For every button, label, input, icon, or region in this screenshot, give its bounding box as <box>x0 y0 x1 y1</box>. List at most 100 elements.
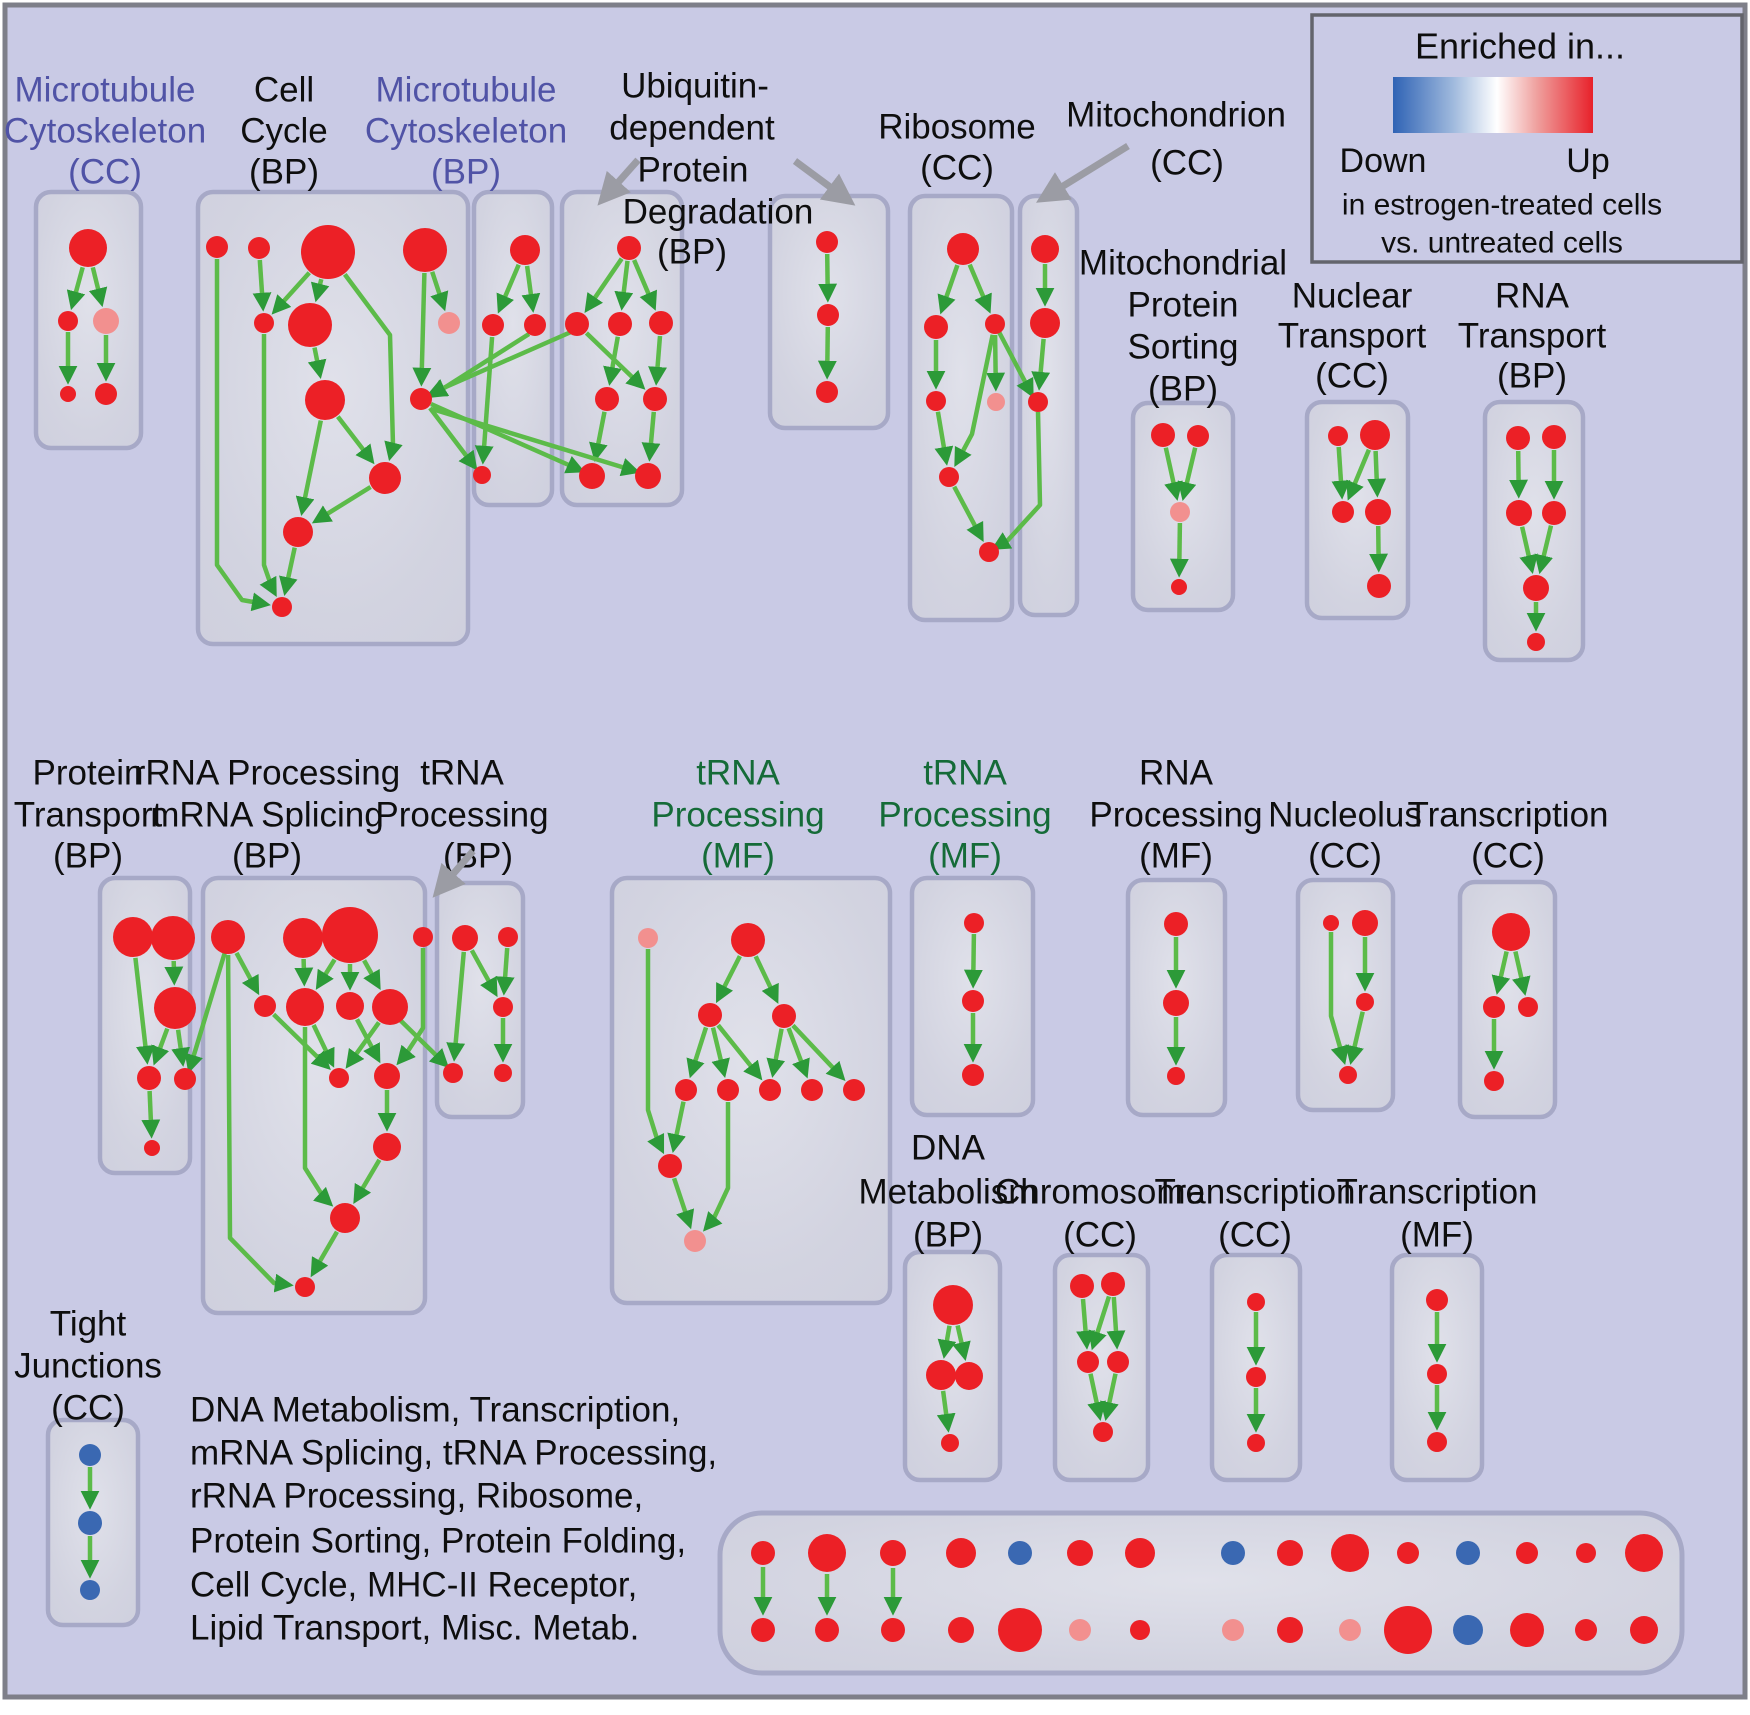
edge-arrow <box>1177 447 1198 502</box>
layer-annotations: MicrotubuleCytoskeleton(CC)CellCycle(BP)… <box>4 13 1744 1648</box>
go-term-node <box>1277 1540 1303 1566</box>
go-term-node <box>843 1079 865 1101</box>
go-term-node <box>336 992 364 1020</box>
edge-arrow <box>353 1158 382 1204</box>
go-term-node <box>608 312 632 336</box>
edge-arrow <box>716 955 742 1004</box>
edge-arrow <box>967 263 992 314</box>
go-term-node <box>58 311 78 331</box>
go-term-node <box>946 1538 976 1568</box>
go-term-node <box>881 1618 905 1642</box>
go-term-node <box>452 925 478 951</box>
go-term-node <box>964 913 984 933</box>
edge-arrow <box>311 485 372 524</box>
group-label-tight-junctions-cc-line2: (CC) <box>51 1389 125 1428</box>
go-term-node <box>79 1444 101 1466</box>
group-label-nuclear-transport-cc-line0: Nuclear <box>1292 277 1413 316</box>
go-term-node <box>731 923 765 957</box>
edge-arrow <box>986 334 1006 392</box>
go-term-node <box>1187 425 1209 447</box>
edge-arrow <box>342 273 403 462</box>
label-pointer-arrow <box>1036 143 1130 203</box>
go-term-node <box>815 1618 839 1642</box>
edge-arrow <box>952 485 984 543</box>
group-box-microtubule-cytoskeleton-bp <box>471 189 555 508</box>
go-term-node <box>60 386 76 402</box>
legend-up-label: Up <box>1566 142 1609 180</box>
group-label-trna-processing-bp-line1: Processing <box>375 796 548 835</box>
go-term-node <box>1365 499 1391 525</box>
go-term-node <box>1163 990 1189 1016</box>
go-term-node <box>1356 993 1374 1011</box>
group-label-ubiquitin-degradation-label-line0: Ubiquitin- <box>621 67 769 106</box>
go-term-node <box>643 387 667 411</box>
go-term-node <box>372 989 408 1025</box>
go-term-node <box>1008 1541 1032 1565</box>
group-label-nuclear-transport-cc-line1: Transport <box>1278 317 1427 356</box>
cross-box-edge-arrow <box>395 1015 450 1068</box>
go-term-node <box>305 380 345 420</box>
go-term-node <box>254 995 276 1017</box>
layer-edges <box>58 253 1564 1616</box>
go-term-node <box>174 1068 196 1090</box>
go-term-node <box>113 917 153 957</box>
edge-arrow <box>1491 951 1511 995</box>
edge-arrow <box>141 1090 161 1139</box>
group-label-mitochondrion-cc-line0: Mitochondrion <box>1066 96 1286 135</box>
group-label-rrna-processing-mrna-splicing-bp-line0: rRNA Processing <box>134 754 400 793</box>
group-label-rna-transport-bp-line1: Transport <box>1458 317 1607 356</box>
go-term-node <box>1397 1542 1419 1564</box>
group-label-cell-cycle-bp-line1: Cycle <box>240 112 328 151</box>
edge-arrow <box>1367 450 1387 498</box>
go-term-node <box>1107 1351 1129 1373</box>
go-term-node <box>1222 1619 1244 1641</box>
edge-arrow <box>234 951 260 996</box>
go-term-node <box>283 517 313 547</box>
edge-arrow <box>584 331 646 390</box>
group-label-protein-transport-bp-line0: Protein <box>33 754 144 793</box>
go-term-node <box>510 235 540 265</box>
go-term-node <box>1067 1540 1093 1566</box>
group-label-chromosome-cc-line1: (CC) <box>1063 1216 1137 1255</box>
go-term-node <box>565 312 589 336</box>
edge-arrow <box>345 1021 381 1069</box>
group-label-microtubule-cytoskeleton-cc-line1: Cytoskeleton <box>4 112 206 151</box>
go-term-node <box>675 1079 697 1101</box>
group-label-ubiquitin-degradation-label-line4: (BP) <box>657 233 727 272</box>
edge-arrow <box>446 951 467 1062</box>
edge-arrow <box>362 959 381 991</box>
misc-categories-text-line0: DNA Metabolism, Transcription, <box>190 1391 680 1430</box>
go-term-node <box>1331 1534 1369 1572</box>
edge-arrow <box>469 949 498 998</box>
group-label-protein-transport-bp-line2: (BP) <box>53 837 123 876</box>
group-label-microtubule-cytoskeleton-bp-line2: (BP) <box>431 153 501 192</box>
go-term-node <box>1542 425 1566 449</box>
group-label-transcription-cc-mid-line0: Transcription <box>1408 796 1609 835</box>
edge-arrow <box>1346 448 1371 501</box>
legend-condition-line1: in estrogen-treated cells <box>1342 189 1662 222</box>
edge-arrow <box>1328 932 1350 1066</box>
go-term-node <box>1328 426 1348 446</box>
go-term-node <box>374 1063 400 1089</box>
group-label-trna-processing-mf-2-line2: (MF) <box>928 837 1002 876</box>
group-label-transcription-cc-mid-line1: (CC) <box>1471 837 1545 876</box>
go-term-node <box>1456 1541 1480 1565</box>
label-pointer-arrow <box>597 157 641 206</box>
label-pointer-arrow <box>432 848 476 898</box>
edge-arrow <box>171 1029 191 1067</box>
group-label-dna-metabolism-bp-line0: DNA <box>911 1129 986 1168</box>
go-term-node <box>772 1004 796 1028</box>
edge-arrow <box>671 1177 695 1230</box>
edge-arrow <box>641 411 661 462</box>
go-term-node <box>272 597 292 617</box>
go-term-node <box>926 391 946 411</box>
group-label-rna-processing-mf-line1: Processing <box>1089 796 1262 835</box>
edge-arrow <box>310 278 330 303</box>
edge-arrow <box>589 411 608 462</box>
go-term-node <box>410 388 432 410</box>
go-term-node <box>482 314 504 336</box>
group-label-cell-cycle-bp-line2: (BP) <box>249 153 319 192</box>
go-term-node <box>816 231 838 253</box>
go-term-node <box>987 393 1005 411</box>
edge-arrow <box>648 335 667 386</box>
